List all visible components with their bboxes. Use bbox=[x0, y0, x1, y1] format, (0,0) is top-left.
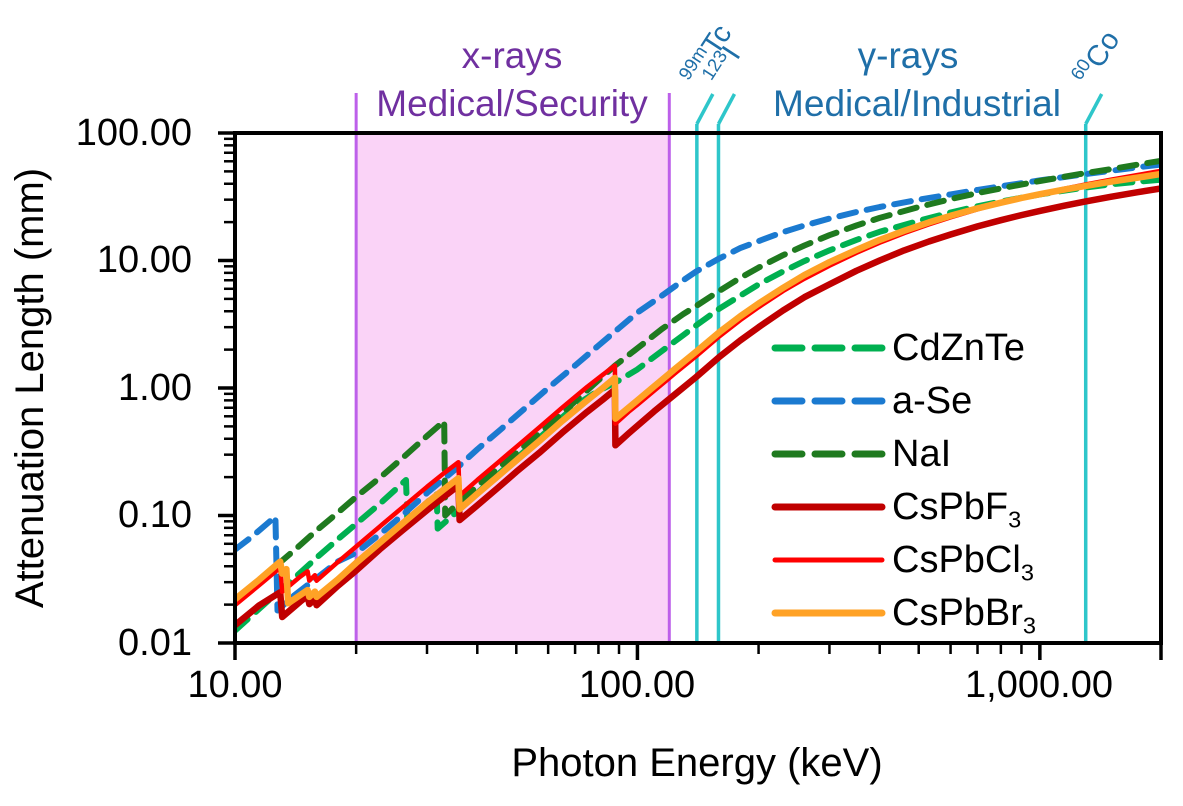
series-CsPbF3 bbox=[235, 185, 1161, 629]
legend-label-cspbbr3: CsPbBr3 bbox=[892, 591, 1036, 648]
legend-text: NaI bbox=[892, 433, 952, 475]
series-CsPbBr3 bbox=[235, 170, 1161, 607]
series-NaI bbox=[235, 157, 1161, 605]
y-tick-label: 100.00 bbox=[75, 112, 192, 154]
y-tick-label: 0.10 bbox=[118, 494, 192, 536]
y-tick-label: 1.00 bbox=[118, 367, 192, 409]
legend-label-ase: a-Se bbox=[892, 379, 972, 436]
gamma-region-subtitle: Medical/Industrial bbox=[773, 83, 1061, 124]
isotope-ref-lines bbox=[695, 93, 1104, 643]
legend-sub: 3 bbox=[1022, 612, 1037, 639]
plot-frame bbox=[233, 131, 1163, 645]
x-tick-label: 100.00 bbox=[578, 664, 696, 706]
legend-sub: 3 bbox=[1020, 559, 1034, 586]
xray-region-subtitle: Medical/Security bbox=[376, 83, 648, 124]
legend-text: CdZnTe bbox=[892, 327, 1026, 369]
legend-text: CsPbCl bbox=[892, 539, 1021, 581]
legend-sub: 3 bbox=[1008, 506, 1022, 533]
series-curves bbox=[235, 157, 1161, 634]
y-tick-label: 10.00 bbox=[96, 239, 192, 281]
x-axis-title: Photon Energy (keV) bbox=[511, 741, 883, 785]
legend-label-cdznte: CdZnTe bbox=[892, 326, 1025, 383]
legend-label-cspbcl3: CsPbCl3 bbox=[892, 538, 1034, 595]
xray-region bbox=[354, 93, 671, 643]
legend-samples bbox=[771, 344, 886, 617]
x-tick-label: 1,000.00 bbox=[965, 664, 1113, 706]
y-axis-title: Attenuation Length (mm) bbox=[8, 167, 52, 609]
axis-ticks bbox=[218, 131, 1163, 660]
y-tick-label: 0.01 bbox=[118, 622, 192, 664]
x-tick-label: 10.00 bbox=[187, 664, 283, 706]
legend-label-nai: NaI bbox=[892, 432, 951, 489]
xray-region-title: x-rays bbox=[461, 35, 563, 76]
gamma-region-title: γ-rays bbox=[857, 35, 959, 76]
legend-label-cspbf3: CsPbF3 bbox=[892, 485, 1021, 542]
legend-text: CsPbBr bbox=[892, 592, 1023, 634]
legend-text: CsPbF bbox=[892, 486, 1009, 528]
legend-text: a-Se bbox=[892, 380, 973, 422]
